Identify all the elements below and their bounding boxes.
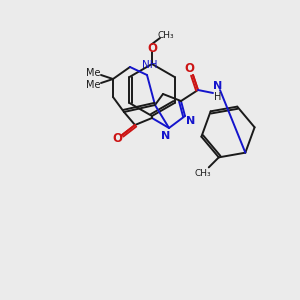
Text: O: O [184,61,194,74]
Text: N: N [161,131,171,141]
Text: O: O [112,133,122,146]
Text: N: N [186,116,196,126]
Text: NH: NH [142,60,158,70]
Text: Me: Me [86,80,100,90]
Text: Me: Me [86,68,100,78]
Text: CH₃: CH₃ [158,31,174,40]
Text: H: H [214,92,222,102]
Text: CH₃: CH₃ [194,169,211,178]
Text: N: N [213,81,223,91]
Text: O: O [147,41,157,55]
